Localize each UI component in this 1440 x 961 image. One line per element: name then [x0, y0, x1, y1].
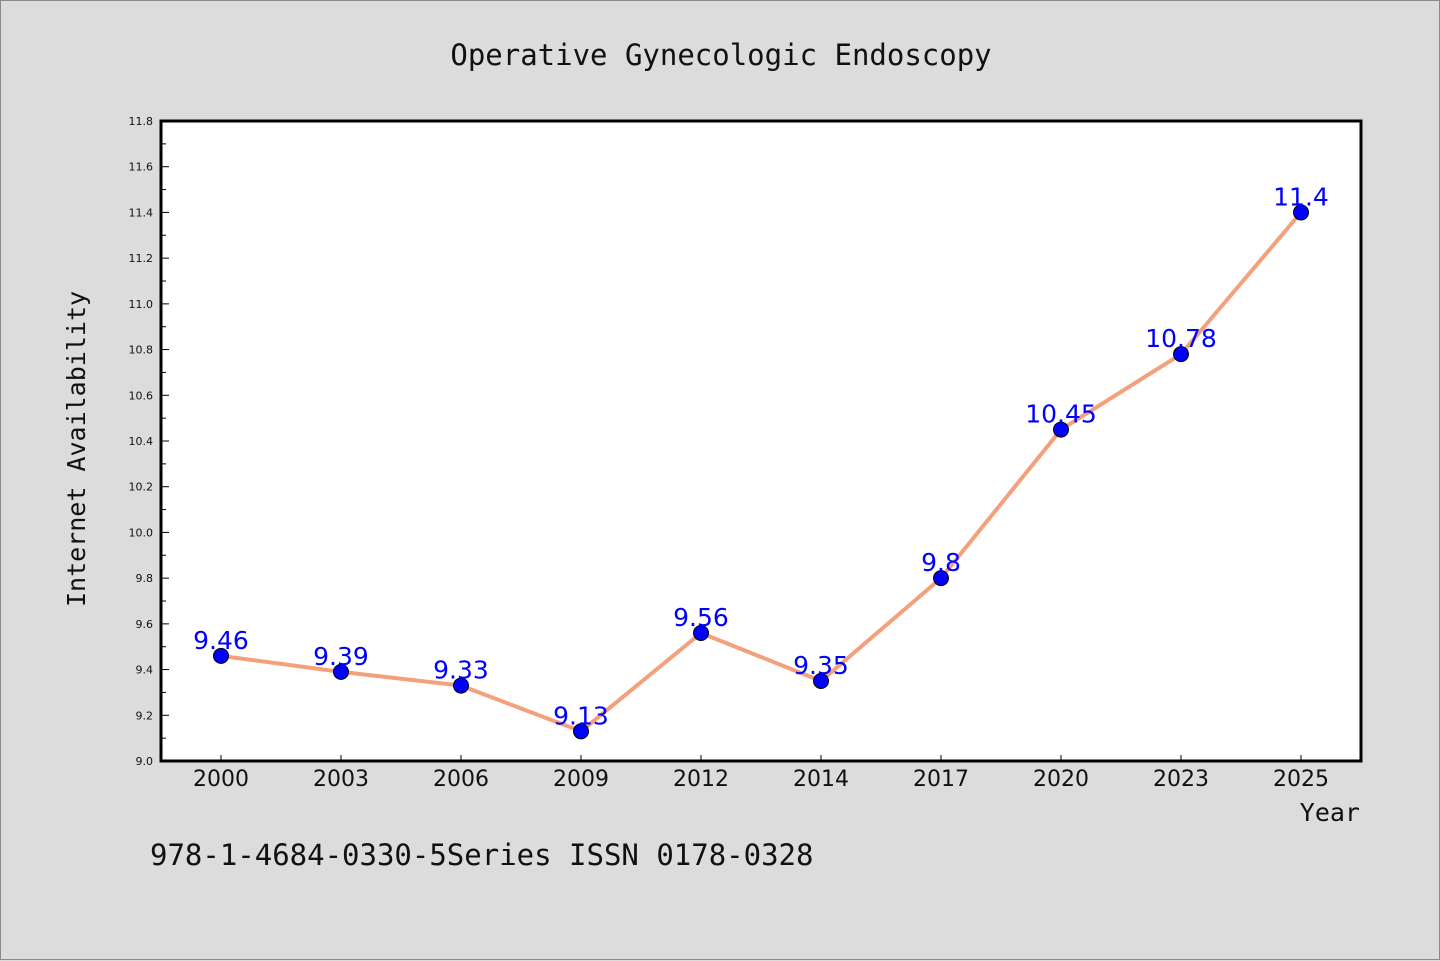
data-label: 9.33	[433, 656, 489, 685]
data-point	[813, 673, 829, 689]
data-label: 10.45	[1025, 400, 1097, 429]
data-point	[1173, 346, 1189, 363]
y-axis-ticks: 9.0 9.2 9.4 9.6 9.8 10.0 10.2 10.4 10.6 10.8 11.0 1…	[129, 115, 169, 768]
y-tick-label: 10.6	[129, 389, 154, 402]
x-tick-label: 2025	[1273, 767, 1329, 792]
data-label: 10.78	[1145, 324, 1217, 353]
data-point	[933, 570, 949, 587]
data-point	[213, 647, 229, 664]
x-tick-label: 2006	[433, 767, 489, 792]
footer-isbn-text: 978-1-4684-0330-5Series ISSN 0178-0328	[150, 838, 813, 872]
data-point	[1053, 421, 1069, 438]
y-tick-label: 11.0	[129, 298, 154, 311]
plot-area	[161, 121, 1361, 761]
y-tick-label: 11.8	[129, 115, 154, 128]
data-point	[573, 723, 589, 740]
data-label: 9.35	[793, 651, 849, 680]
series-line	[220, 211, 1303, 734]
plot-border	[159, 119, 1363, 763]
y-tick-label: 9.4	[136, 664, 154, 677]
y-tick-label: 10.4	[129, 435, 154, 448]
data-label: 9.8	[921, 548, 961, 577]
y-axis-label: Internet Availability	[62, 291, 91, 607]
y-tick-label: 11.6	[129, 161, 154, 174]
data-label: 11.4	[1273, 182, 1329, 211]
y-tick-label: 10.8	[129, 344, 154, 357]
y-tick-label: 11.4	[129, 206, 154, 219]
x-tick-label: 2020	[1033, 767, 1089, 792]
data-point	[1293, 204, 1309, 221]
chart-title: Operative Gynecologic Endoscopy	[450, 38, 991, 72]
y-tick-label: 11.2	[129, 252, 154, 265]
x-tick-label: 2012	[673, 767, 729, 792]
x-tick-label: 2023	[1153, 767, 1209, 792]
y-tick-label: 9.2	[136, 709, 154, 722]
y-tick-label: 10.0	[129, 526, 154, 539]
y-tick-label: 10.2	[129, 481, 154, 494]
data-label: 9.46	[193, 626, 249, 655]
series-group: 9.46 9.39 9.33 9.13 9.56 9.35 9.8 10.45 10.78 11.…	[193, 182, 1329, 740]
x-tick-label: 2003	[313, 767, 369, 792]
data-point	[453, 677, 469, 694]
x-axis-label: Year	[1300, 798, 1360, 827]
y-tick-label: 9.8	[136, 572, 154, 585]
x-tick-label: 2009	[553, 767, 609, 792]
data-label: 9.39	[313, 642, 369, 671]
data-point	[333, 663, 349, 680]
x-tick-label: 2017	[913, 767, 969, 792]
x-axis-ticks: 2000 2003 2006 2009 2012 2014 2017 2020 2023 2025	[193, 755, 1329, 792]
y-tick-label: 9.6	[136, 618, 154, 631]
y-tick-label: 9.0	[136, 755, 154, 768]
data-label: 9.13	[553, 701, 609, 730]
x-tick-label: 2014	[793, 767, 849, 792]
data-label: 9.56	[673, 603, 729, 632]
data-point	[693, 625, 709, 641]
x-tick-label: 2000	[193, 767, 249, 792]
